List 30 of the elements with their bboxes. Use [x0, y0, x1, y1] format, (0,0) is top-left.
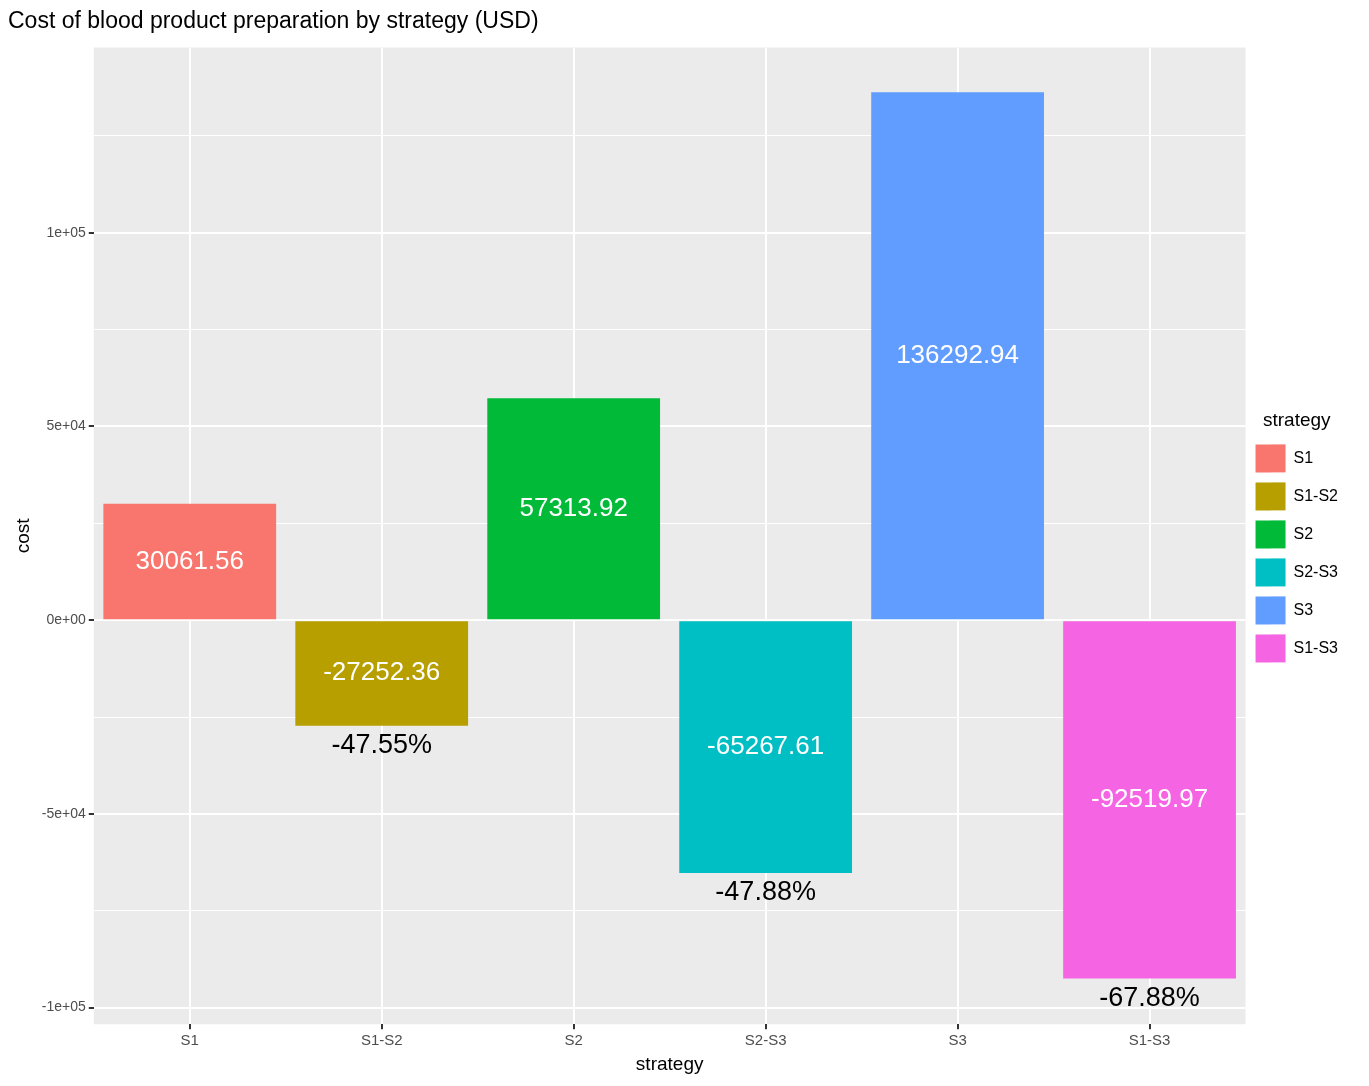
x-axis-title: strategy [1262, 409, 1332, 431]
x-tick-label: S1-S3 [1128, 1031, 1171, 1049]
legend-title: strategy [635, 1052, 704, 1074]
data-label: -27252.36 [323, 656, 441, 687]
legend-label: S1-S2 [1293, 486, 1339, 504]
y-tick-label: -1e+05 [41, 998, 86, 1015]
annotation: -47.88% [715, 875, 816, 906]
legend-label: S2-S3 [1293, 562, 1339, 580]
legend-label: S1-S3 [1293, 638, 1339, 656]
data-label: 30061.56 [135, 545, 244, 576]
y-tick-label: 0e+00 [46, 611, 86, 628]
chart-title: Cost of blood product preparation by strategy (USD) [8, 7, 539, 34]
x-tick-label: S3 [948, 1031, 967, 1049]
x-tick-label: S1-S2 [360, 1031, 403, 1049]
legend-label: S3 [1293, 600, 1314, 618]
legend-label: S1 [1293, 448, 1314, 466]
data-label: 136292.94 [896, 339, 1020, 370]
y-tick-label: 1e+05 [46, 223, 86, 240]
annotation: -67.88% [1099, 981, 1200, 1012]
y-tick-label: -5e+04 [41, 804, 86, 821]
x-tick-label: S2-S3 [744, 1031, 787, 1049]
y-tick-label: 5e+04 [46, 417, 86, 434]
data-label: 57313.92 [519, 492, 628, 523]
data-label: -92519.97 [1091, 782, 1209, 813]
annotation: -47.55% [331, 728, 433, 759]
y-axis-title: cost [11, 517, 33, 554]
x-tick-label: S2 [564, 1031, 583, 1049]
legend-label: S2 [1293, 524, 1314, 542]
data-label: -65267.61 [707, 729, 825, 760]
x-tick-label: S1 [180, 1031, 199, 1049]
